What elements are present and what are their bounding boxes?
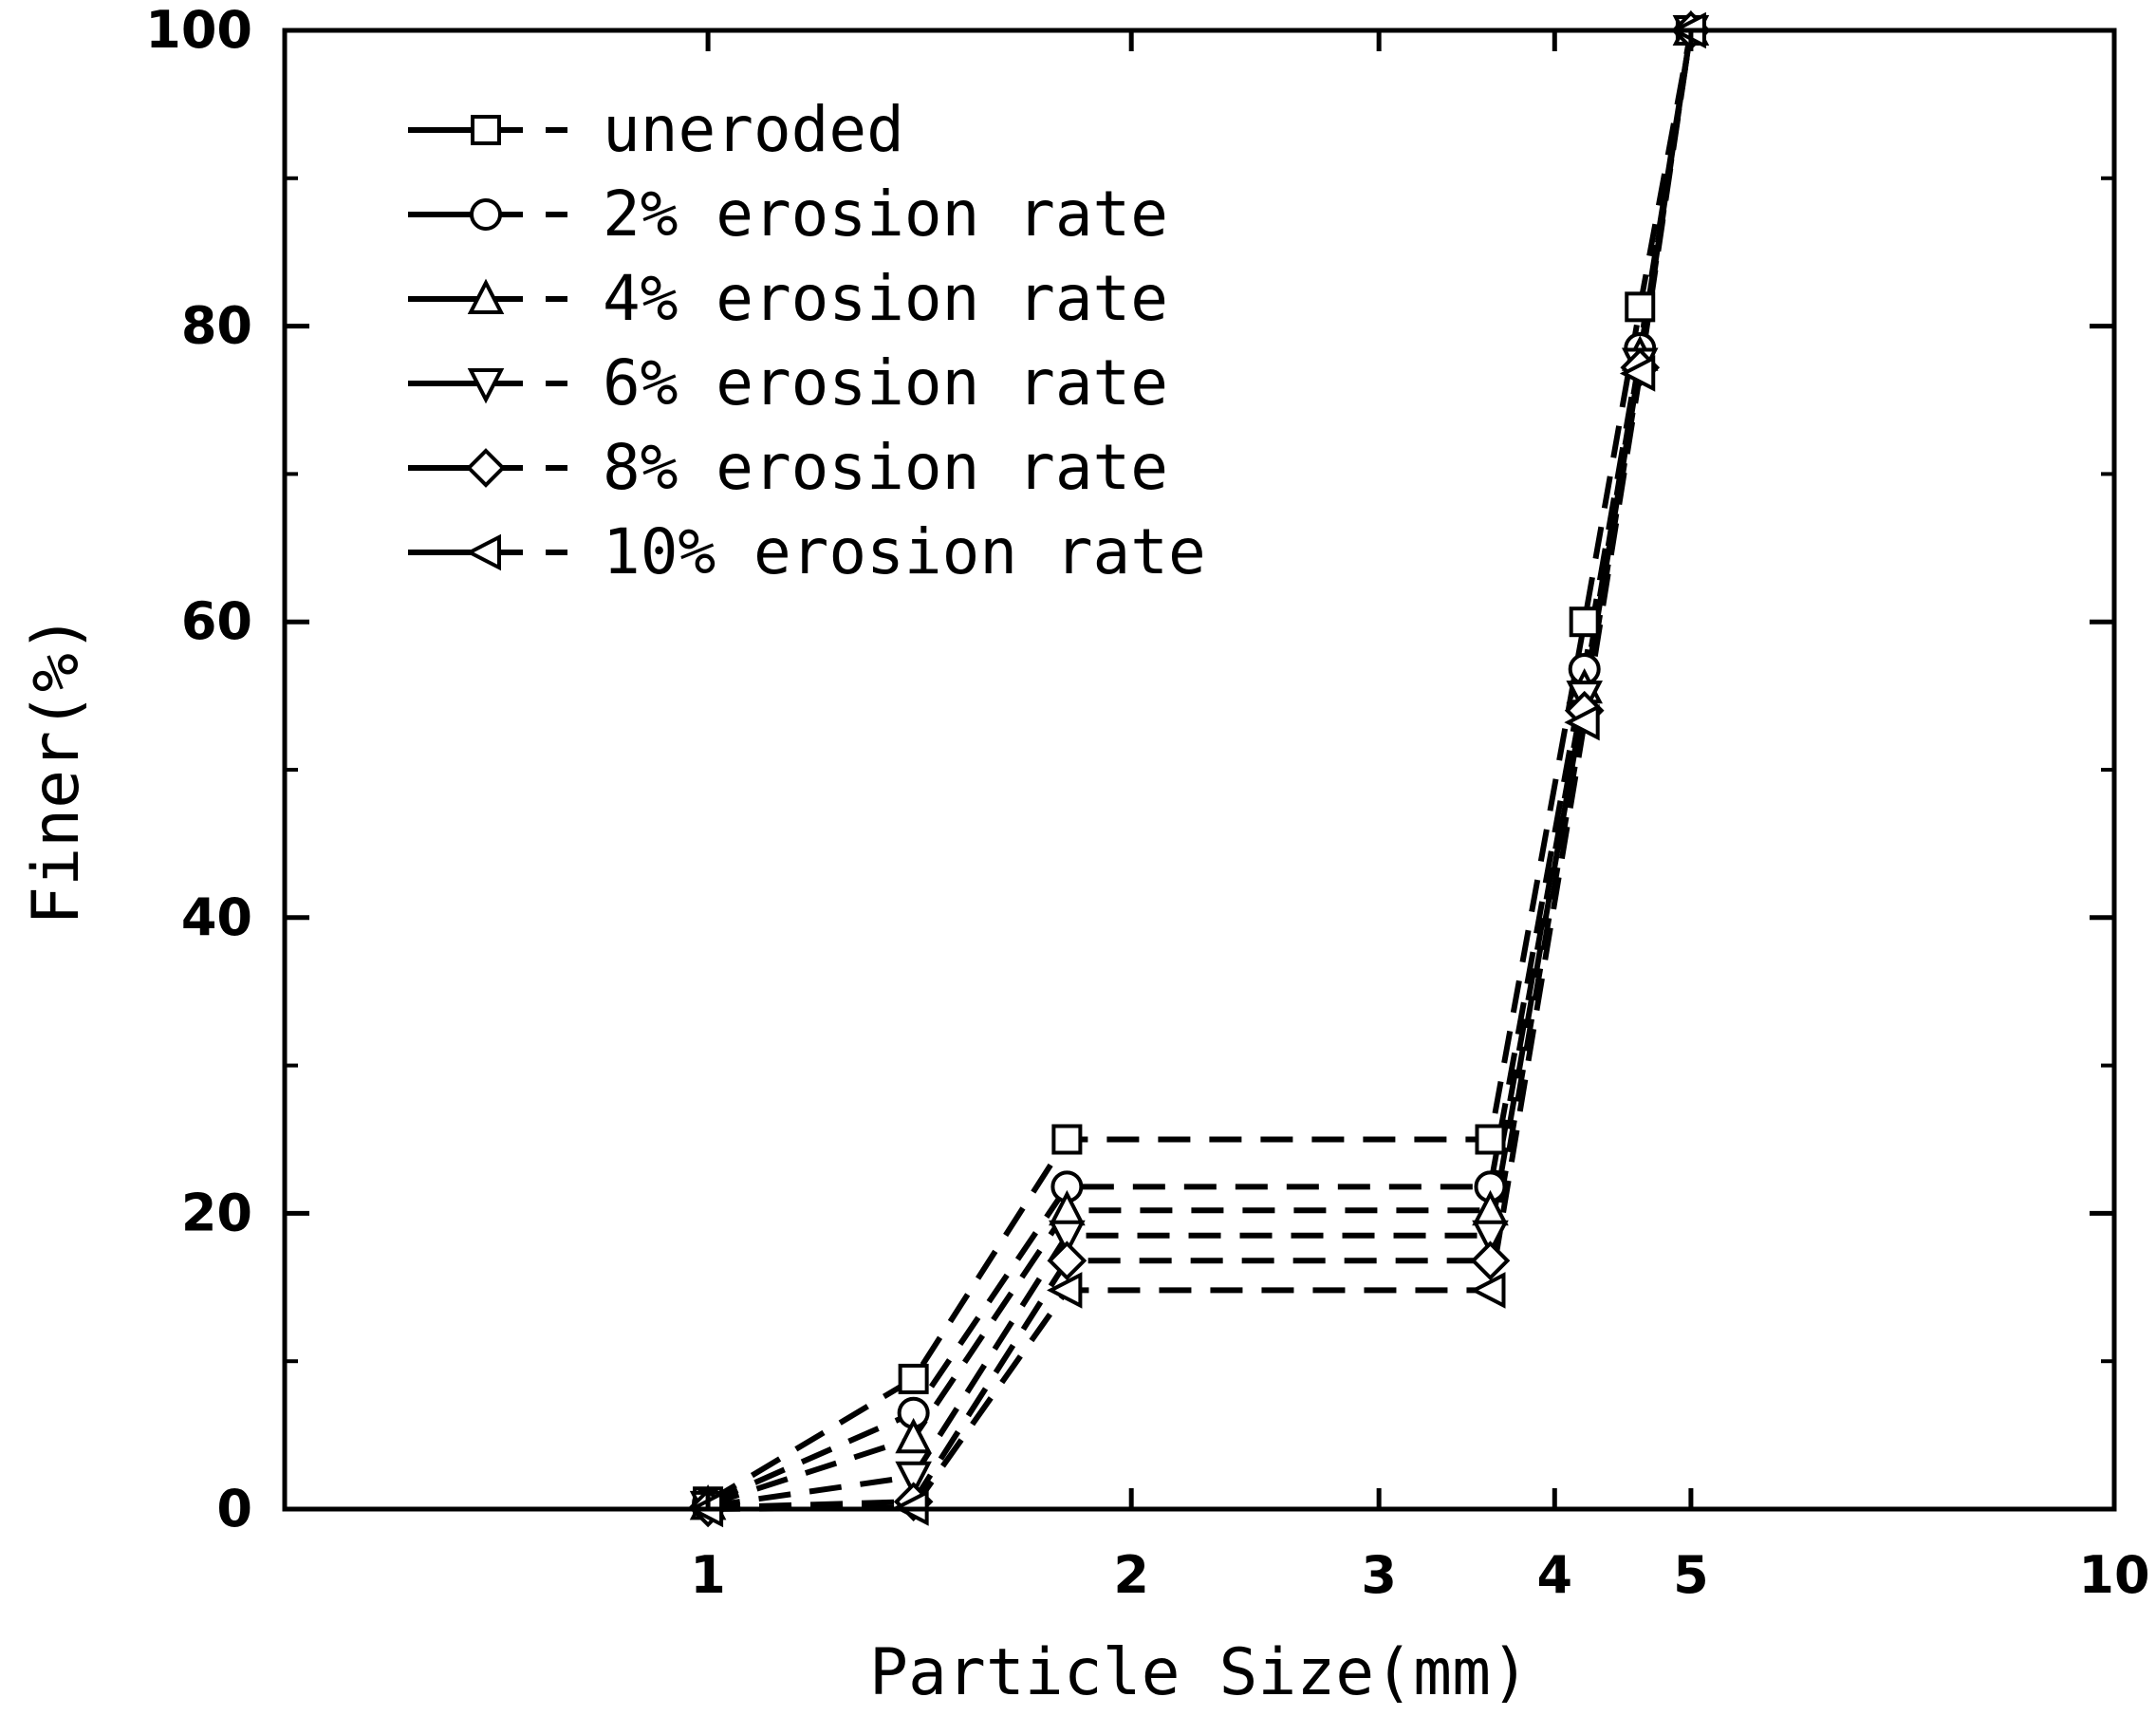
y-axis-title: Finer(%)	[19, 614, 94, 925]
data-point-s0-1	[898, 1363, 929, 1394]
plot-frame	[282, 28, 2117, 1512]
y-tick-label: 40	[181, 887, 252, 947]
legend-label: uneroded	[603, 93, 904, 166]
legend-label: 4% erosion rate	[603, 262, 1168, 335]
marks-layer	[687, 9, 1711, 1528]
legend-marker-diamond	[466, 448, 506, 488]
legend-marker-triangle-up	[467, 278, 505, 314]
y-tick-label: 0	[216, 1479, 252, 1539]
data-point-s0-3	[1475, 1124, 1506, 1155]
data-point-s5-3	[1470, 1272, 1506, 1309]
series-line-2	[707, 29, 1694, 1508]
series-line-0	[706, 29, 1694, 1504]
x-tick-label: 5	[1673, 1545, 1709, 1605]
data-point-s5-4	[1564, 703, 1600, 741]
x-tick-label: 1	[690, 1545, 726, 1605]
series-line-3	[707, 29, 1694, 1509]
legend-marker-triangle-down	[467, 368, 505, 404]
x-axis-title: Particle Size(mm)	[869, 1635, 1530, 1710]
x-tick-label: 4	[1537, 1545, 1573, 1605]
data-point-s0-5	[1625, 291, 1656, 323]
legend-marker-triangle-left	[465, 533, 501, 571]
data-point-s2-1	[895, 1417, 932, 1454]
y-tick-label: 100	[145, 0, 252, 60]
legend-label: 8% erosion rate	[603, 431, 1168, 504]
data-point-s4-3	[1470, 1240, 1511, 1281]
data-point-s3-3	[1472, 1220, 1509, 1257]
data-point-s3-2	[1049, 1220, 1086, 1257]
x-tick-label: 2	[1113, 1545, 1149, 1605]
series-line-4	[708, 29, 1694, 1511]
data-point-s5-5	[1619, 355, 1656, 392]
y-tick-label: 60	[181, 591, 252, 651]
x-tick-label: 10	[2078, 1545, 2149, 1605]
series-line-5	[708, 29, 1694, 1512]
data-point-s3-1	[895, 1461, 932, 1498]
legend-label: 10% erosion rate	[603, 515, 1206, 588]
data-point-s0-4	[1569, 606, 1600, 638]
data-point-s5-2	[1047, 1272, 1083, 1309]
legend-label: 6% erosion rate	[603, 346, 1168, 420]
legend: uneroded 2% erosion rate 4% erosion rate 6%…	[408, 93, 1206, 588]
legend-marker-circle	[470, 198, 502, 231]
series-line-1	[706, 29, 1694, 1506]
y-tick-label: 20	[181, 1183, 252, 1242]
data-point-s4-2	[1047, 1240, 1087, 1281]
legend-marker-square	[471, 115, 501, 145]
legend-label: 2% erosion rate	[603, 177, 1168, 251]
x-tick-label: 3	[1361, 1545, 1397, 1605]
data-point-s0-2	[1051, 1124, 1083, 1155]
y-tick-label: 80	[181, 296, 252, 356]
